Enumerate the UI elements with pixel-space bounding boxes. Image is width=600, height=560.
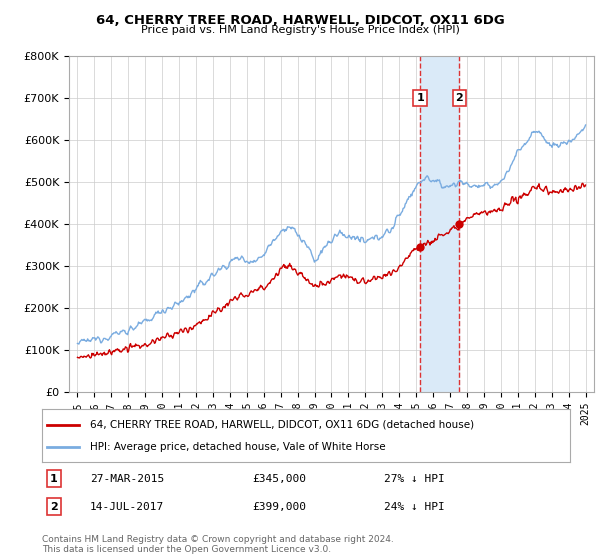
Text: HPI: Average price, detached house, Vale of White Horse: HPI: Average price, detached house, Vale… — [89, 442, 385, 452]
Text: 64, CHERRY TREE ROAD, HARWELL, DIDCOT, OX11 6DG: 64, CHERRY TREE ROAD, HARWELL, DIDCOT, O… — [95, 14, 505, 27]
Bar — [420, 56, 459, 392]
Text: Price paid vs. HM Land Registry's House Price Index (HPI): Price paid vs. HM Land Registry's House … — [140, 25, 460, 35]
Text: 1: 1 — [50, 474, 58, 484]
Text: 64, CHERRY TREE ROAD, HARWELL, DIDCOT, OX11 6DG (detached house): 64, CHERRY TREE ROAD, HARWELL, DIDCOT, O… — [89, 420, 473, 430]
Text: Contains HM Land Registry data © Crown copyright and database right 2024.
This d: Contains HM Land Registry data © Crown c… — [42, 535, 394, 554]
Text: 1: 1 — [416, 93, 424, 103]
Text: £399,000: £399,000 — [252, 502, 306, 512]
Text: 24% ↓ HPI: 24% ↓ HPI — [384, 502, 445, 512]
Text: 2: 2 — [455, 93, 463, 103]
Text: £345,000: £345,000 — [252, 474, 306, 484]
Text: 27-MAR-2015: 27-MAR-2015 — [90, 474, 164, 484]
Text: 2: 2 — [50, 502, 58, 512]
Text: 27% ↓ HPI: 27% ↓ HPI — [384, 474, 445, 484]
Text: 14-JUL-2017: 14-JUL-2017 — [90, 502, 164, 512]
